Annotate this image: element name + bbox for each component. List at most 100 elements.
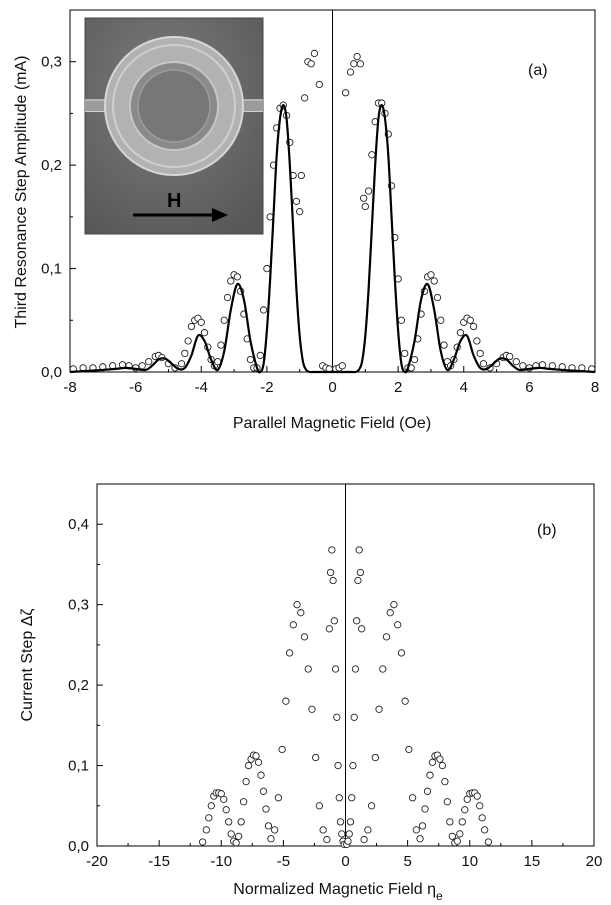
data-point	[310, 49, 319, 58]
data-point	[330, 617, 338, 625]
data-point	[356, 60, 365, 68]
data-point	[184, 337, 192, 345]
data-point	[350, 60, 358, 68]
data-point	[428, 758, 437, 766]
data-point	[386, 609, 394, 617]
data-point	[512, 358, 520, 366]
data-point	[473, 792, 481, 800]
data-point	[138, 362, 146, 370]
data-point	[278, 745, 286, 754]
data-point	[473, 337, 481, 345]
data-point	[346, 68, 355, 76]
data-point	[430, 277, 438, 285]
data-point	[410, 355, 419, 364]
data-point	[469, 322, 478, 331]
field-arrow-label: H	[167, 190, 181, 212]
data-point	[350, 713, 358, 721]
data-point	[197, 318, 205, 327]
y-tick-label: 0,0	[41, 364, 62, 381]
y-tick-label: 0,3	[41, 54, 62, 71]
data-point	[461, 806, 469, 814]
x-axis-title-b: Normalized Magnetic Field ηe	[233, 881, 443, 903]
data-point	[217, 341, 225, 349]
data-point	[405, 745, 413, 754]
data-point	[233, 273, 241, 281]
data-point	[427, 271, 435, 279]
series-markers-b	[198, 546, 493, 849]
data-point	[259, 787, 268, 795]
data-point	[242, 777, 250, 786]
data-point	[263, 264, 271, 273]
data-point	[198, 838, 207, 846]
data-point	[187, 322, 196, 331]
x-tick-label: 0	[341, 853, 349, 870]
data-point	[346, 818, 355, 826]
data-point	[223, 293, 232, 302]
data-point	[440, 341, 448, 349]
data-point	[336, 818, 345, 826]
y-tick-label: 0,1	[68, 758, 89, 775]
data-point	[378, 99, 386, 107]
data-point	[254, 758, 263, 766]
x-tick-label: -8	[63, 379, 76, 396]
y-tick-label: 0,3	[68, 597, 89, 614]
data-point	[443, 798, 452, 806]
data-point	[341, 89, 350, 97]
data-point	[220, 795, 228, 803]
data-point	[456, 830, 464, 838]
data-point	[262, 805, 270, 813]
data-point	[412, 826, 420, 834]
data-point	[478, 814, 486, 822]
x-tick-label: 10	[461, 853, 478, 870]
data-point	[227, 277, 235, 285]
data-point	[232, 839, 240, 847]
data-point	[418, 822, 427, 830]
y-tick-label: 0,1	[41, 261, 62, 278]
data-point	[382, 633, 391, 641]
data-point	[246, 355, 255, 364]
data-point	[375, 705, 383, 713]
data-point	[304, 665, 312, 673]
data-point	[329, 576, 337, 585]
data-point	[355, 546, 363, 554]
y-axis-title-b: Current Step Δζ	[19, 609, 36, 722]
data-point	[481, 826, 489, 834]
data-point	[368, 151, 376, 159]
x-axis-title-a: Parallel Magnetic Field (Oe)	[233, 415, 431, 432]
data-point	[371, 753, 379, 762]
data-point	[205, 814, 213, 822]
data-point	[484, 838, 493, 846]
data-point	[239, 798, 248, 806]
data-point	[358, 625, 366, 633]
data-point	[421, 805, 429, 813]
data-point	[433, 293, 442, 302]
data-point	[390, 601, 398, 609]
y-tick-label: 0,2	[41, 157, 62, 174]
data-point	[292, 197, 301, 205]
data-point	[436, 755, 444, 763]
data-point	[338, 830, 346, 838]
data-point	[423, 787, 432, 795]
data-point	[200, 329, 209, 337]
data-point	[394, 621, 402, 629]
y-tick-label: 0,4	[68, 516, 89, 533]
data-point	[297, 171, 305, 180]
panel-label-b: (b)	[537, 522, 557, 539]
data-point	[519, 362, 527, 370]
x-axis-title-b-subscript: e	[436, 889, 443, 903]
data-point	[312, 753, 320, 762]
data-point	[207, 802, 215, 810]
data-point	[244, 761, 253, 770]
x-tick-label: -5	[277, 853, 290, 870]
x-axis-title-b-text: Normalized Magnetic Field η	[233, 881, 436, 898]
x-tick-label: -20	[86, 853, 108, 870]
data-point	[227, 830, 235, 838]
data-point	[397, 649, 406, 657]
data-point	[476, 349, 484, 358]
x-tick-label: -2	[260, 379, 273, 396]
data-point	[315, 80, 324, 89]
x-tick-label: 5	[403, 853, 411, 870]
x-ticks-b: -20 -15 -10 -5 0 5 10 15 20 0,0 0,1 0,2 0,3 0,4	[68, 484, 602, 870]
data-point	[416, 835, 424, 843]
data-point	[323, 835, 331, 844]
